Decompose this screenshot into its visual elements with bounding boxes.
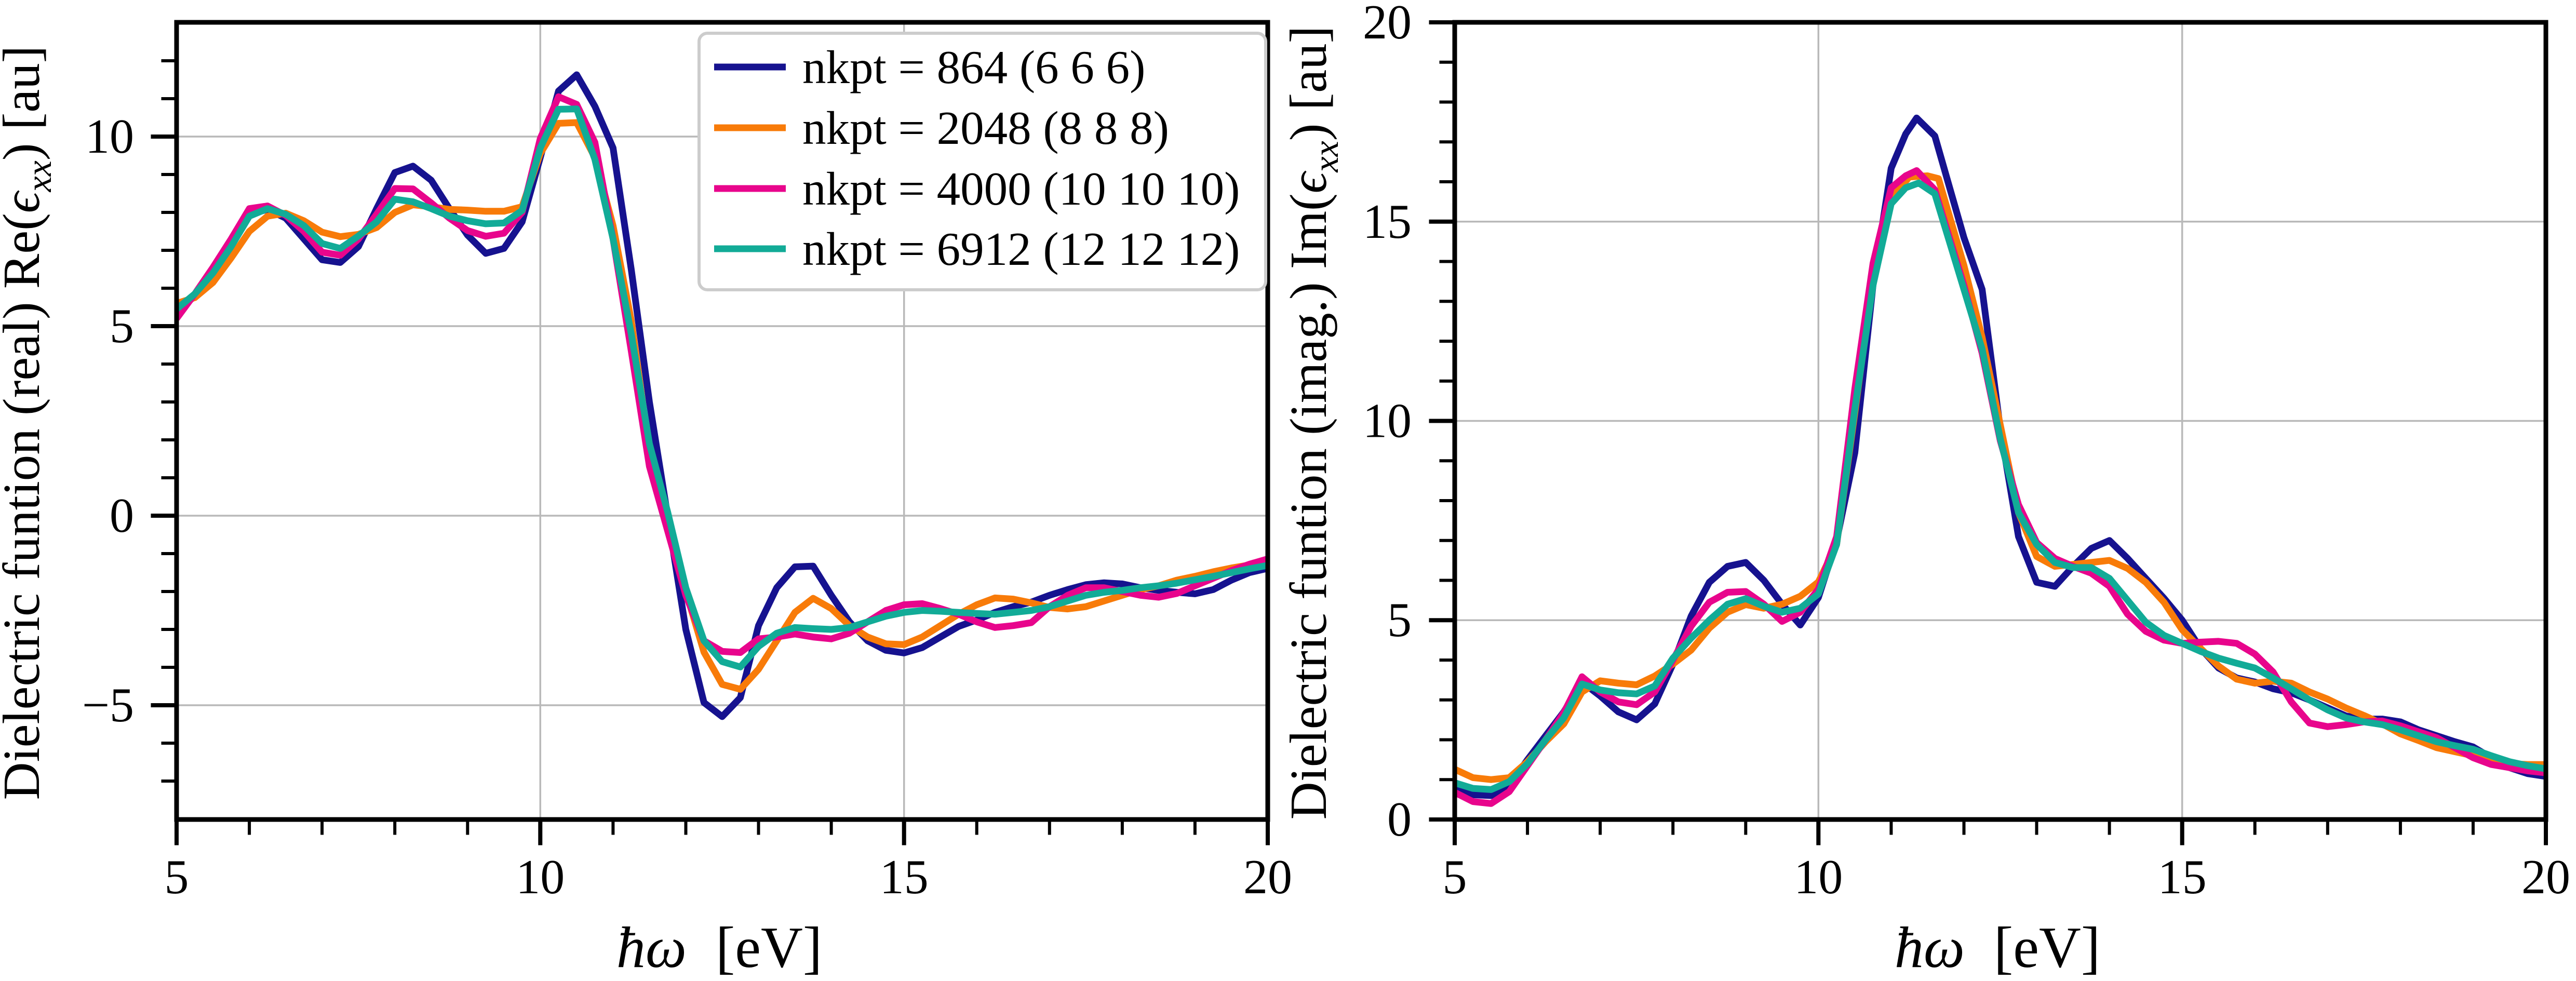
svg-text:nkpt = 6912 (12 12 12): nkpt = 6912 (12 12 12) — [802, 223, 1240, 275]
svg-text:10: 10 — [85, 110, 134, 164]
svg-text:5: 5 — [1443, 850, 1467, 904]
svg-text:0: 0 — [110, 489, 134, 543]
svg-text:15: 15 — [2158, 850, 2207, 904]
svg-text:5: 5 — [165, 850, 189, 904]
svg-text:−5: −5 — [82, 678, 134, 732]
svg-text:nkpt = 4000 (10 10 10): nkpt = 4000 (10 10 10) — [802, 163, 1240, 215]
svg-text:15: 15 — [880, 850, 929, 904]
svg-text:ħω [eV]: ħω [eV] — [616, 916, 822, 980]
svg-text:10: 10 — [1794, 850, 1843, 904]
svg-text:5: 5 — [110, 299, 134, 353]
svg-text:20: 20 — [1243, 850, 1292, 904]
svg-text:ħω [eV]: ħω [eV] — [1895, 916, 2100, 980]
svg-text:nkpt = 2048 (8 8 8): nkpt = 2048 (8 8 8) — [802, 102, 1169, 154]
svg-text:10: 10 — [1363, 394, 1412, 448]
svg-text:20: 20 — [1363, 0, 1412, 49]
svg-text:15: 15 — [1363, 195, 1412, 249]
svg-text:5: 5 — [1387, 593, 1412, 647]
svg-text:nkpt = 864 (6 6 6): nkpt = 864 (6 6 6) — [802, 41, 1145, 93]
svg-text:0: 0 — [1387, 792, 1412, 846]
svg-text:Dielectric funtion (real) Re(ϵ: Dielectric funtion (real) Re(ϵxx) [au] — [0, 46, 59, 800]
svg-text:20: 20 — [2521, 850, 2570, 904]
svg-text:10: 10 — [516, 850, 565, 904]
